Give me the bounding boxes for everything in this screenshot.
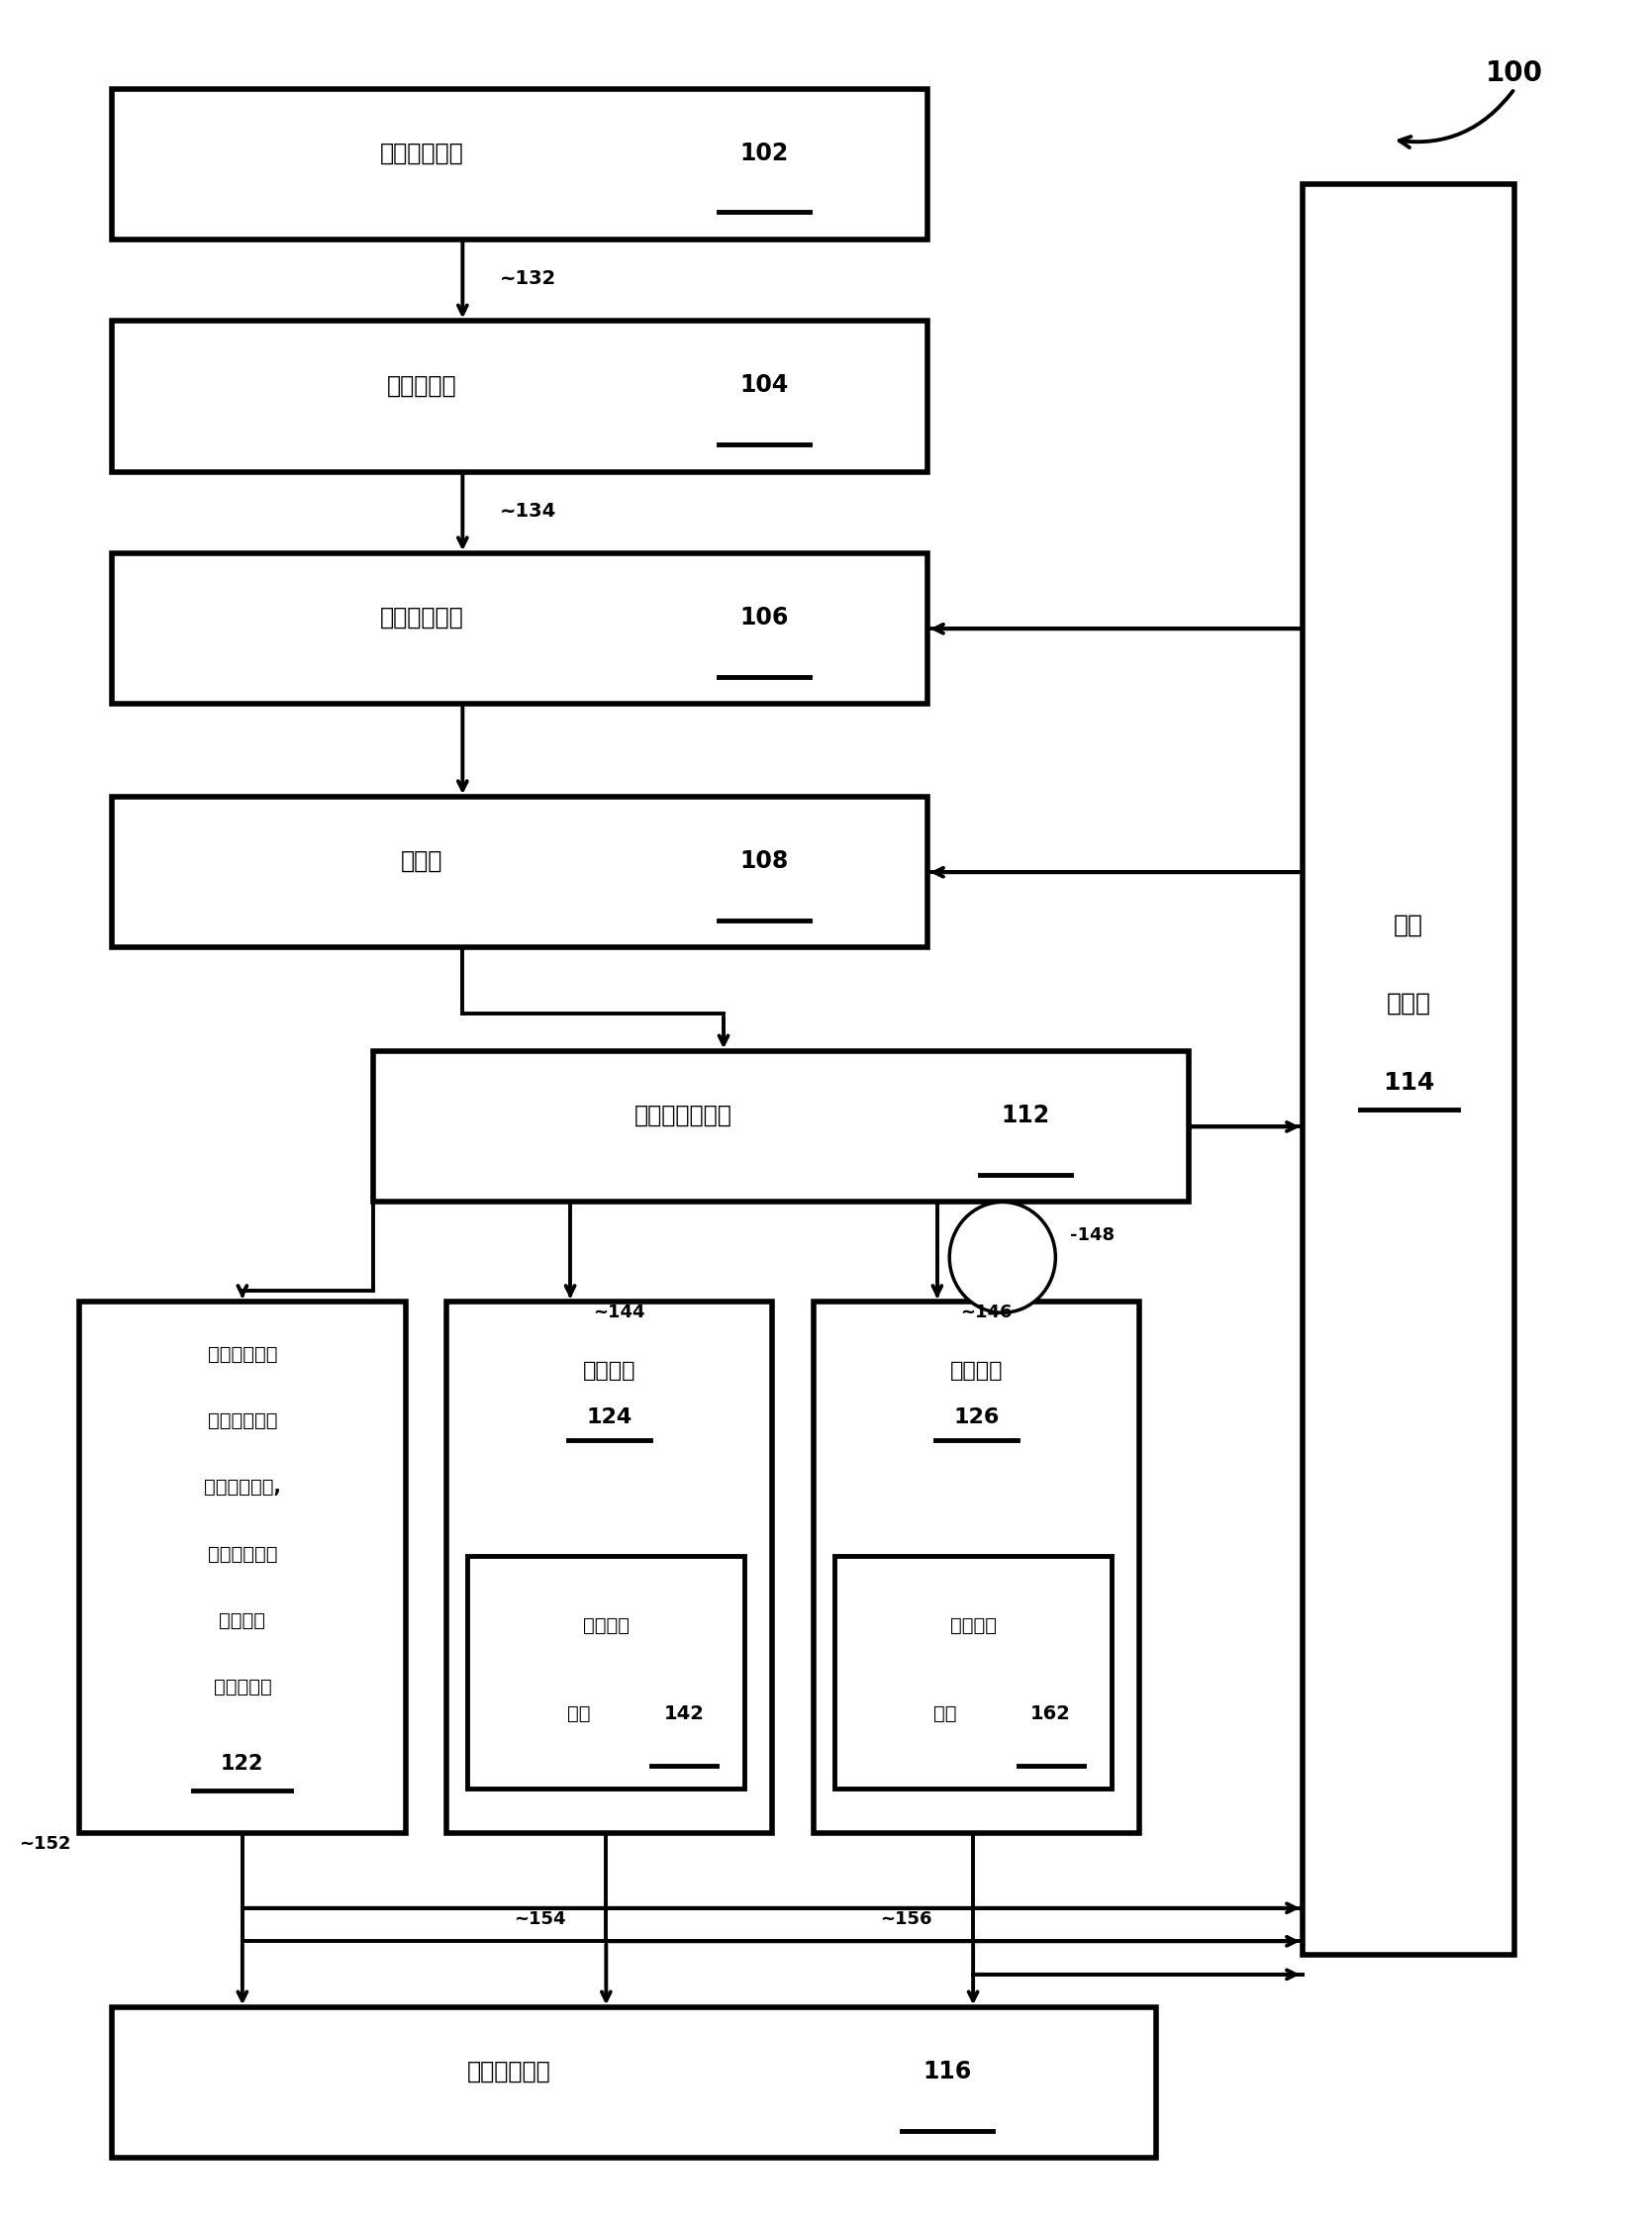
Text: 浮点、单指令: 浮点、单指令 — [208, 1546, 278, 1563]
Text: 112: 112 — [1001, 1105, 1049, 1127]
Text: 108: 108 — [740, 848, 788, 873]
Ellipse shape — [950, 1203, 1056, 1312]
Bar — [468, 1557, 745, 1788]
Text: -148: -148 — [1070, 1227, 1115, 1245]
Text: 106: 106 — [740, 606, 788, 630]
Bar — [112, 2009, 1156, 2158]
Text: （例如，整数: （例如，整数 — [208, 1412, 278, 1430]
Text: 126: 126 — [953, 1407, 999, 1428]
Text: 162: 162 — [1031, 1706, 1070, 1724]
Bar — [446, 1301, 773, 1833]
Text: 执行单元）: 执行单元） — [213, 1677, 271, 1697]
Text: 寄存器别名表: 寄存器别名表 — [380, 606, 464, 630]
Bar — [112, 555, 927, 704]
Text: 102: 102 — [740, 140, 788, 165]
Text: 指令高速缓存: 指令高速缓存 — [380, 140, 464, 165]
Text: 122: 122 — [221, 1755, 264, 1773]
Text: ~152: ~152 — [20, 1835, 71, 1853]
Bar — [112, 89, 927, 238]
Text: 算术逻辑单元,: 算术逻辑单元, — [203, 1479, 281, 1497]
Text: ~134: ~134 — [499, 501, 557, 521]
Text: 单元: 单元 — [567, 1706, 590, 1724]
Text: 重排: 重排 — [1394, 913, 1424, 938]
Text: 100: 100 — [1485, 60, 1543, 87]
Text: ~156: ~156 — [881, 1911, 932, 1929]
Text: 142: 142 — [664, 1706, 704, 1724]
Text: 116: 116 — [923, 2060, 971, 2084]
Text: 保留站: 保留站 — [401, 848, 443, 873]
Text: ~154: ~154 — [514, 1911, 565, 1929]
Text: ~132: ~132 — [499, 269, 557, 290]
Bar — [79, 1301, 405, 1833]
Bar — [112, 321, 927, 472]
Bar — [834, 1557, 1112, 1788]
Text: 算术逻辑: 算术逻辑 — [583, 1617, 629, 1635]
Text: ~144: ~144 — [593, 1303, 646, 1321]
Text: 储存单元: 储存单元 — [950, 1361, 1003, 1381]
Bar — [1302, 185, 1515, 1955]
Text: 指令转译器: 指令转译器 — [387, 374, 456, 396]
Text: 加载单元: 加载单元 — [583, 1361, 636, 1381]
Text: 算术逻辑: 算术逻辑 — [950, 1617, 996, 1635]
Text: 其它执行单元: 其它执行单元 — [208, 1345, 278, 1365]
Text: 114: 114 — [1383, 1071, 1434, 1093]
Text: 缓冲器: 缓冲器 — [1386, 991, 1431, 1016]
Text: 104: 104 — [740, 374, 788, 396]
Text: 多数据等: 多数据等 — [220, 1610, 266, 1630]
Text: 通用寄存器集合: 通用寄存器集合 — [634, 1105, 732, 1127]
Bar — [813, 1301, 1140, 1833]
Text: ~146: ~146 — [960, 1303, 1013, 1321]
Text: 124: 124 — [586, 1407, 633, 1428]
Bar — [373, 1051, 1188, 1203]
Bar — [112, 797, 927, 946]
Text: 单元: 单元 — [933, 1706, 957, 1724]
Text: 存储器子系统: 存储器子系统 — [466, 2060, 550, 2084]
